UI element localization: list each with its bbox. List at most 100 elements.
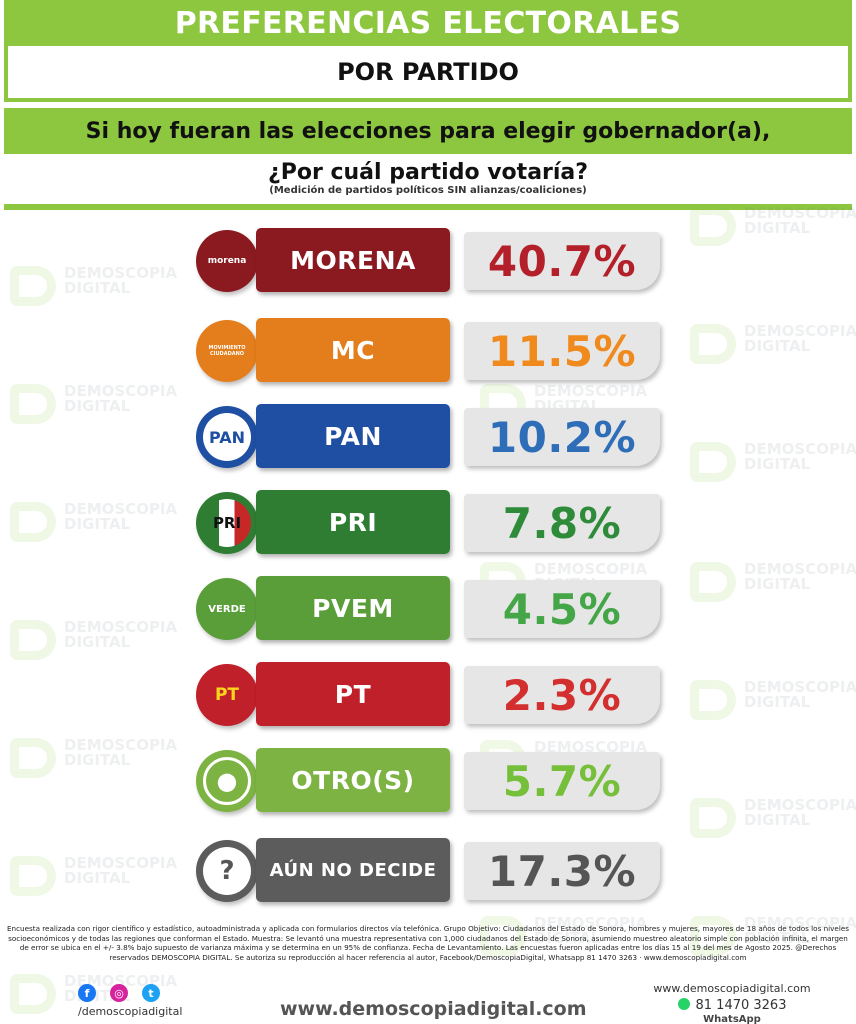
party-value: 4.5% bbox=[502, 584, 622, 634]
question-band: Si hoy fueran las elecciones para elegir… bbox=[4, 108, 852, 154]
party-name: MC bbox=[330, 335, 376, 365]
title-banner: PREFERENCIAS ELECTORALES bbox=[4, 0, 852, 46]
party-row: PRI PRI 7.8% bbox=[196, 490, 662, 556]
party-name: PT bbox=[334, 679, 372, 709]
party-logo-mark: MOVIMIENTO CIUDADANO bbox=[208, 345, 246, 357]
facebook-icon[interactable]: f bbox=[78, 984, 96, 1002]
party-row: MOVIMIENTO CIUDADANO MC 11.5% bbox=[196, 318, 662, 384]
pt-logo-icon: PT bbox=[196, 664, 258, 726]
party-name-box: PVEM bbox=[256, 576, 450, 640]
subtitle-banner: POR PARTIDO bbox=[4, 46, 852, 102]
party-name: PAN bbox=[324, 421, 382, 451]
party-value-box: 40.7% bbox=[464, 232, 660, 290]
instagram-icon[interactable]: ◎ bbox=[110, 984, 128, 1002]
party-logo-mark: PT bbox=[214, 685, 240, 705]
party-value: 17.3% bbox=[487, 846, 637, 896]
question-box: ¿Por cuál partido votaría? (Medición de … bbox=[4, 154, 852, 210]
watermark-logo-icon bbox=[10, 502, 56, 542]
watermark-logo-icon bbox=[10, 738, 56, 778]
watermark-logo-icon bbox=[10, 620, 56, 660]
contact-website[interactable]: www.demoscopiadigital.com bbox=[653, 982, 811, 995]
social-icons: f ◎ t bbox=[78, 984, 160, 1002]
page-subtitle: POR PARTIDO bbox=[337, 58, 519, 86]
party-name: OTRO(S) bbox=[291, 765, 415, 795]
party-name-box: AÚN NO DECIDE bbox=[256, 838, 450, 902]
party-value-box: 5.7% bbox=[464, 752, 660, 810]
party-name-box: PRI bbox=[256, 490, 450, 554]
watermark-logo-icon bbox=[10, 266, 56, 306]
party-value: 40.7% bbox=[487, 236, 637, 286]
contact-block: www.demoscopiadigital.com 81 1470 3263 W… bbox=[632, 982, 832, 1024]
party-value: 11.5% bbox=[487, 326, 637, 376]
party-name-box: MC bbox=[256, 318, 450, 382]
morena-logo-icon: morena bbox=[196, 230, 258, 292]
party-row: morena MORENA 40.7% bbox=[196, 228, 662, 294]
question-note: (Medición de partidos políticos SIN alia… bbox=[269, 185, 587, 196]
party-value: 2.3% bbox=[502, 670, 622, 720]
watermark-logo-icon bbox=[480, 916, 526, 956]
website-link[interactable]: www.demoscopiadigital.com bbox=[280, 998, 587, 1020]
party-logo-mark: ? bbox=[203, 847, 251, 895]
watermark-logo-icon bbox=[10, 974, 56, 1014]
party-value-box: 2.3% bbox=[464, 666, 660, 724]
watermark-logo-icon bbox=[690, 916, 736, 956]
party-value-box: 4.5% bbox=[464, 580, 660, 638]
party-row: PAN PAN 10.2% bbox=[196, 404, 662, 470]
party-name: MORENA bbox=[290, 245, 416, 275]
party-name: AÚN NO DECIDE bbox=[269, 859, 437, 881]
watermark-logo-icon bbox=[10, 384, 56, 424]
pan-logo-icon: PAN bbox=[196, 406, 258, 468]
watermark-logo-icon bbox=[690, 562, 736, 602]
party-value-box: 7.8% bbox=[464, 494, 660, 552]
party-name-box: PAN bbox=[256, 404, 450, 468]
party-value: 7.8% bbox=[502, 498, 622, 548]
person-icon: ● bbox=[196, 750, 258, 812]
party-logo-mark: ● bbox=[203, 757, 251, 805]
party-row: VERDE PVEM 4.5% bbox=[196, 576, 662, 642]
party-logo-mark: morena bbox=[207, 256, 247, 266]
whatsapp-label: WhatsApp bbox=[703, 1014, 761, 1024]
party-logo-mark: PAN bbox=[203, 413, 251, 461]
methodology-note: Encuesta realizada con rigor científico … bbox=[6, 924, 849, 962]
party-name-box: MORENA bbox=[256, 228, 450, 292]
twitter-icon[interactable]: t bbox=[142, 984, 160, 1002]
party-name-box: OTRO(S) bbox=[256, 748, 450, 812]
question-line-2: ¿Por cuál partido votaría? bbox=[267, 160, 589, 185]
party-row: ? AÚN NO DECIDE 17.3% bbox=[196, 838, 662, 904]
party-value: 5.7% bbox=[502, 756, 622, 806]
question-line-1: Si hoy fueran las elecciones para elegir… bbox=[85, 118, 771, 144]
pvem-logo-icon: VERDE bbox=[196, 578, 258, 640]
watermark-logo-icon bbox=[10, 856, 56, 896]
party-logo-mark: PRI bbox=[203, 499, 251, 547]
party-value-box: 10.2% bbox=[464, 408, 660, 466]
pri-logo-icon: PRI bbox=[196, 492, 258, 554]
watermark-logo-icon bbox=[690, 798, 736, 838]
page-title: PREFERENCIAS ELECTORALES bbox=[174, 5, 682, 41]
party-value: 10.2% bbox=[487, 412, 637, 462]
contact-phone: 81 1470 3263 bbox=[632, 998, 832, 1013]
party-value-box: 11.5% bbox=[464, 322, 660, 380]
